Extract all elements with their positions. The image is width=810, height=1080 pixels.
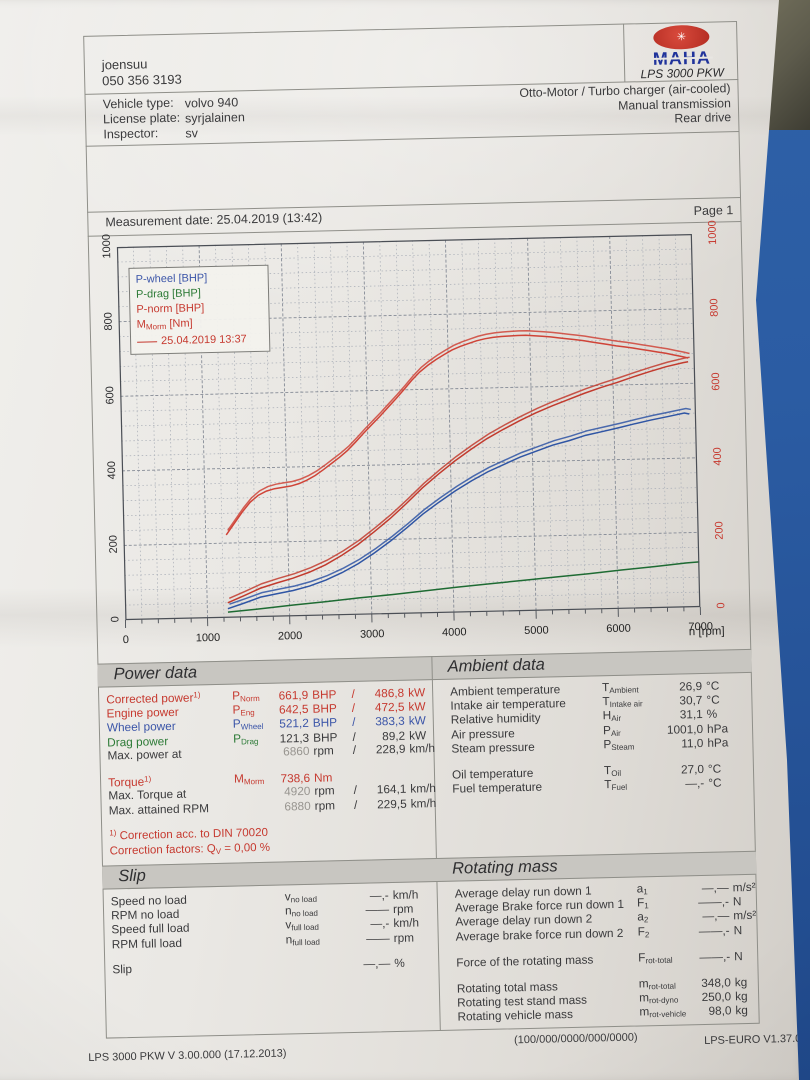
plot-border xyxy=(116,233,701,621)
series-p-norm-bhp- xyxy=(227,361,689,604)
dyno-chart xyxy=(116,233,701,629)
series-p-drag-bhp- xyxy=(227,561,700,613)
series-p-norm-bhp- xyxy=(228,356,690,599)
report-content: joensuu 050 356 3193 ✳ MAHA LPS 3000 PKW… xyxy=(83,20,799,1064)
series-p-wheel-bhp- xyxy=(229,407,691,605)
paper-crease xyxy=(0,96,799,136)
series-m-morm-nm- xyxy=(225,334,689,536)
paper-crease xyxy=(0,588,799,648)
series-p-wheel-bhp- xyxy=(227,412,690,610)
series-m-morm-nm- xyxy=(227,329,690,531)
dyno-chart-svg xyxy=(116,233,701,629)
